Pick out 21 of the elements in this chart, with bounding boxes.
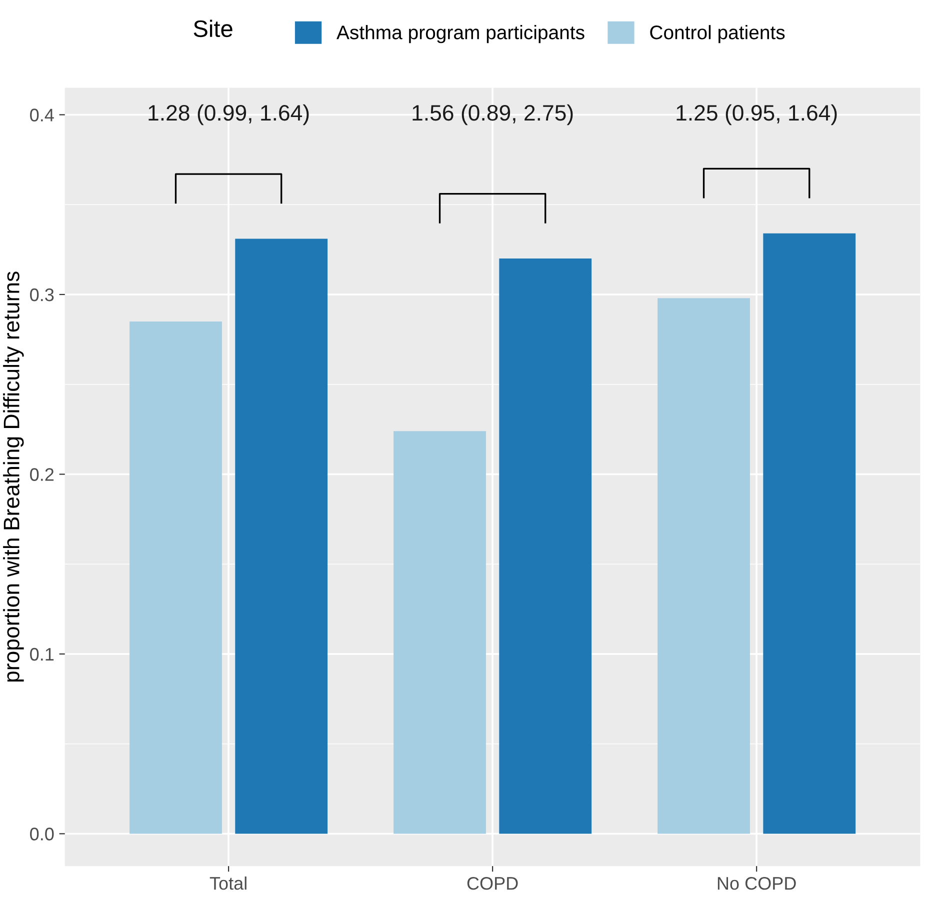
annotation: 1.25 (0.95, 1.64)	[676, 104, 837, 126]
bar	[658, 298, 750, 834]
y-axis-title: proportion with Breathing Difficulty returns	[3, 272, 24, 682]
bar	[235, 238, 328, 834]
x-tick-label: COPD	[467, 876, 518, 890]
bar	[499, 258, 592, 834]
legend-title: Site	[194, 20, 232, 38]
x-tick-label: No COPD	[718, 876, 796, 890]
annotation: 1.28 (0.99, 1.64)	[148, 104, 309, 126]
bar	[394, 431, 486, 834]
annotation: 1.56 (0.89, 2.75)	[412, 104, 573, 126]
y-tick-label: 0.0	[30, 828, 54, 840]
y-tick-label: 0.1	[30, 648, 54, 661]
x-tick-label: Total	[210, 876, 246, 890]
bar	[763, 233, 856, 834]
y-tick-label: 0.3	[30, 288, 54, 302]
legend-label: Asthma program participants	[336, 25, 584, 44]
bar	[130, 321, 222, 834]
y-tick-label: 0.2	[30, 468, 54, 481]
y-tick-label: 0.4	[30, 108, 54, 122]
legend-label: Control patients	[650, 25, 785, 44]
